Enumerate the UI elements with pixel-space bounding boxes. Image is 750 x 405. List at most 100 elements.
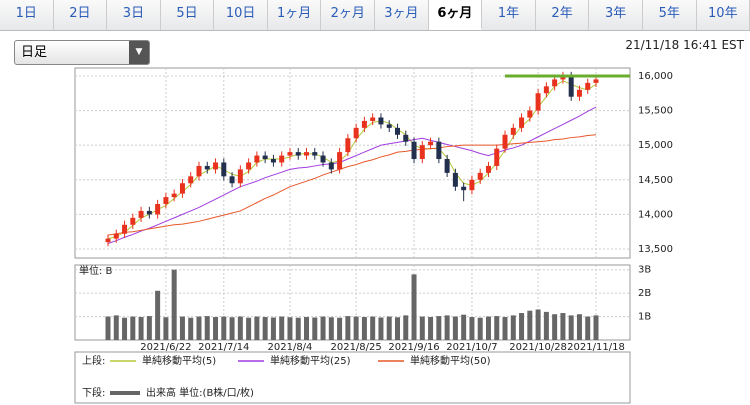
tab[interactable]: 3日 <box>107 0 161 30</box>
dropdown-arrow: ▼ <box>129 41 149 64</box>
candle-body <box>527 110 533 118</box>
candle-body <box>105 238 111 243</box>
candle-body <box>113 233 119 239</box>
candle-body <box>370 117 376 121</box>
candle-body <box>568 75 574 97</box>
volume-bar <box>254 316 260 340</box>
candle-body <box>353 127 359 139</box>
x-tick-label: 2021/11/18 <box>567 342 625 353</box>
candle-body <box>204 165 210 170</box>
volume-bar <box>337 317 343 340</box>
volume-bar <box>428 317 434 340</box>
y-tick-label: 15,000 <box>638 140 673 151</box>
tab[interactable]: 2日 <box>53 0 108 30</box>
volume-bar <box>461 314 467 340</box>
volume-bar <box>204 316 210 340</box>
volume-bar <box>122 317 128 340</box>
candle-body <box>510 127 516 135</box>
candle-body <box>320 155 326 163</box>
volume-bar <box>361 317 367 340</box>
volume-bar <box>312 317 318 340</box>
volume-bar <box>510 315 516 340</box>
volume-bar <box>568 315 574 340</box>
volume-bar <box>270 317 276 340</box>
tab[interactable]: 1年 <box>482 0 536 30</box>
y-tick-label: 13,500 <box>638 244 673 255</box>
volume-bar <box>179 316 185 340</box>
volume-bar <box>287 317 293 340</box>
volume-bar <box>378 317 384 340</box>
volume-bar <box>171 269 177 340</box>
volume-bar <box>262 317 268 340</box>
volume-bar <box>105 316 111 340</box>
volume-bar <box>485 316 491 340</box>
ma-line <box>107 134 597 236</box>
volume-bar <box>585 316 591 340</box>
y-tick-label: 16,000 <box>638 71 673 82</box>
candle-body <box>328 162 334 170</box>
candle-body <box>485 165 491 173</box>
candle-body <box>576 89 582 97</box>
x-tick-label: 2021/10/28 <box>509 342 567 353</box>
volume-bar <box>146 316 152 340</box>
volume-bar <box>419 316 425 340</box>
candle-body <box>337 152 343 170</box>
candle-body <box>304 152 310 156</box>
legend-entry: 単純移動平均(50) <box>410 354 491 367</box>
candle-body <box>585 82 591 90</box>
tab[interactable]: 3年 <box>589 0 643 30</box>
candle-body <box>254 155 260 163</box>
tab[interactable]: 10日 <box>214 0 268 30</box>
volume-bar <box>576 314 582 340</box>
volume-bar <box>560 313 566 340</box>
volume-bar <box>295 317 301 340</box>
tab[interactable]: 5年 <box>642 0 697 30</box>
tab[interactable]: 2年 <box>535 0 590 30</box>
candle-body <box>196 165 202 177</box>
candle-body <box>237 169 243 184</box>
candle-body <box>295 152 301 156</box>
tab-bar: 1日 2日 3日 5日 10日 1ヶ月 2ヶ月 3ヶ月 6ヶ月 1年 2年 3年 5年 10年 <box>0 0 750 31</box>
tab[interactable]: 10年 <box>696 0 750 30</box>
tab[interactable]: 1ヶ月 <box>267 0 322 30</box>
candle-body <box>403 134 409 142</box>
candle-body <box>246 162 252 170</box>
interval-dropdown[interactable]: 日足 ▼ <box>14 40 150 65</box>
volume-bar <box>229 317 235 340</box>
tab[interactable]: 5日 <box>160 0 215 30</box>
legend-label: 上段: <box>82 354 105 367</box>
volume-bar <box>502 317 508 340</box>
volume-bar <box>552 314 558 340</box>
tab[interactable]: 2ヶ月 <box>321 0 376 30</box>
x-tick-label: 2021/8/25 <box>330 342 381 353</box>
volume-bar <box>213 317 219 340</box>
x-tick-label: 2021/8/4 <box>268 342 313 353</box>
candle-body <box>461 186 467 191</box>
x-tick-label: 2021/6/22 <box>140 342 191 353</box>
legend-box <box>74 351 631 404</box>
x-tick-label: 2021/10/7 <box>446 342 497 353</box>
dropdown-label: 日足 <box>21 45 48 60</box>
ma-line <box>107 106 597 244</box>
y-tick-label: 3B <box>638 265 651 276</box>
volume-bar <box>155 290 161 340</box>
timestamp: 21/11/18 16:41 EST <box>625 38 744 52</box>
tab[interactable]: 3ヶ月 <box>375 0 429 30</box>
tab[interactable]: 6ヶ月 <box>428 0 483 30</box>
candle-body <box>394 127 400 135</box>
candle-body <box>279 155 285 163</box>
candle-body <box>361 120 367 128</box>
candle-body <box>436 141 442 160</box>
candle-body <box>411 141 417 160</box>
legend-entry: 出来高 単位:(B株/口/枚) <box>146 386 254 399</box>
candle-body <box>386 124 392 128</box>
candle-body <box>270 159 276 163</box>
volume-bar <box>593 315 599 340</box>
tab[interactable]: 1日 <box>0 0 54 30</box>
candle-body <box>560 75 566 80</box>
volume-bar <box>436 316 442 340</box>
volume-bar <box>452 316 458 340</box>
candle-body <box>130 217 136 225</box>
candle-body <box>122 224 128 234</box>
